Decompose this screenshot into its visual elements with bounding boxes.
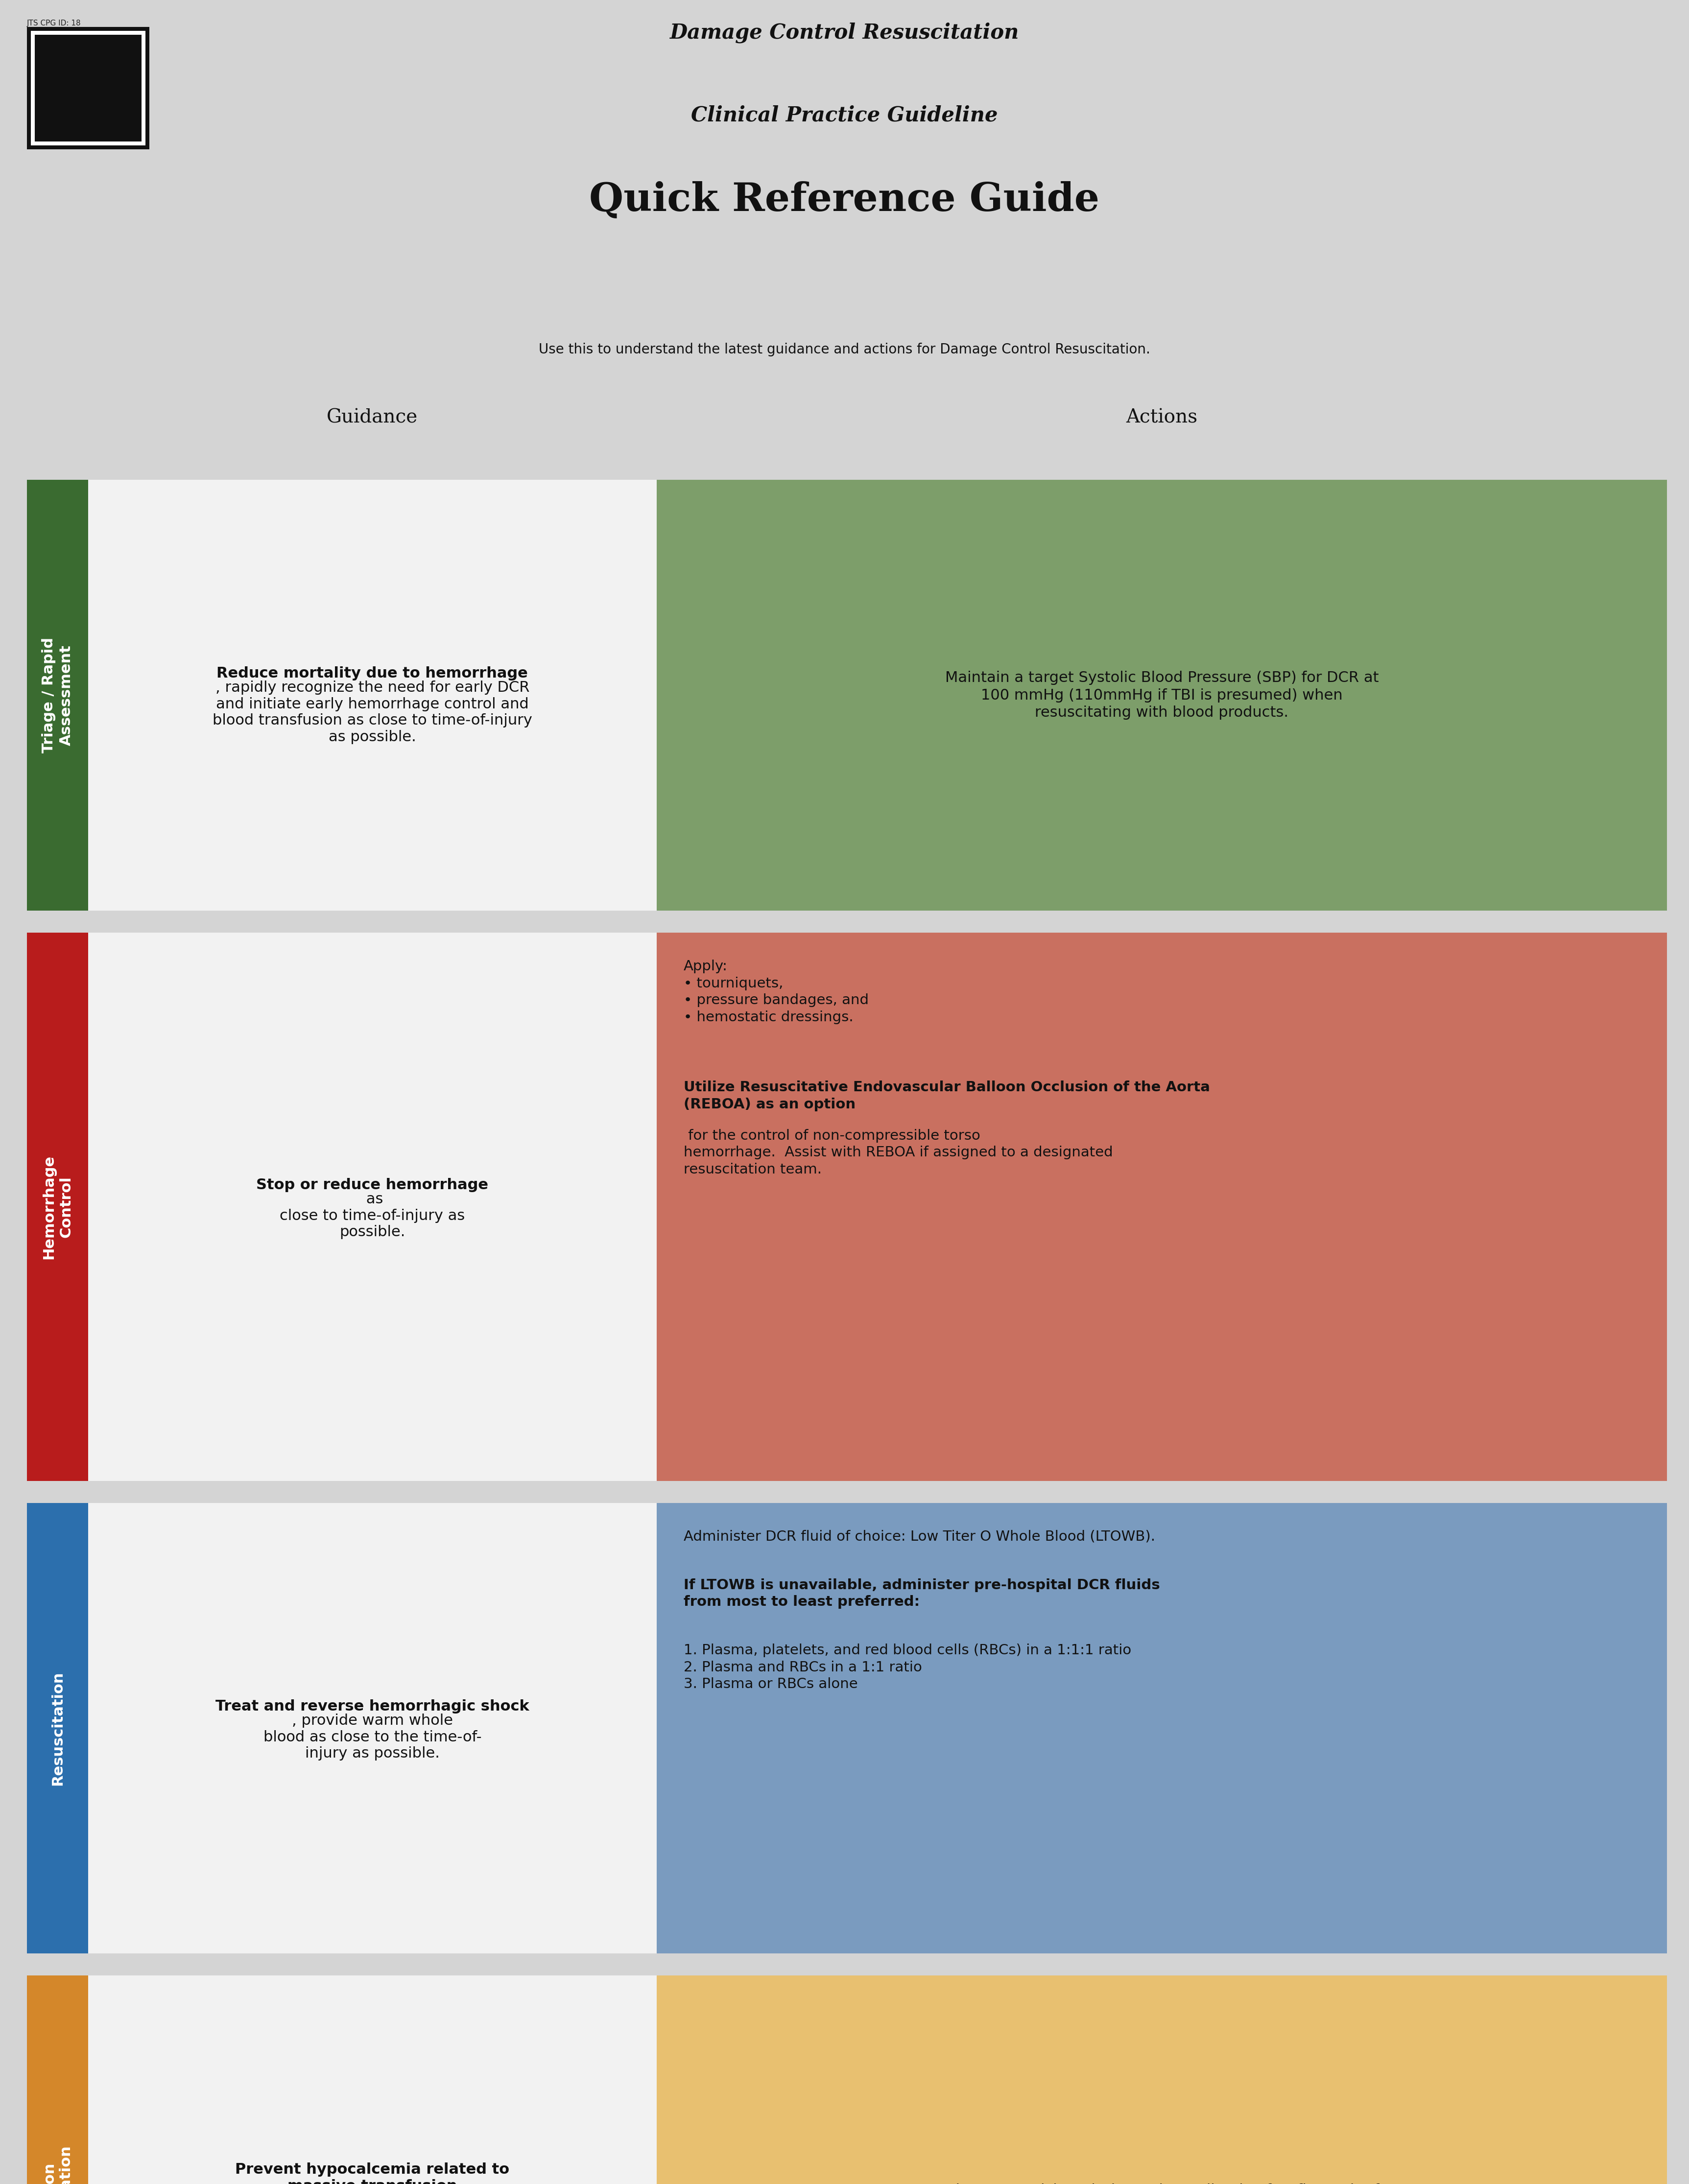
Text: , provide warm whole
blood as close to the time-of-
injury as possible.: , provide warm whole blood as close to t…	[263, 1714, 481, 1760]
Bar	[35, 35, 142, 142]
Text: , rapidly recognize the need for early DCR
and initiate early hemorrhage control: , rapidly recognize the need for early D…	[213, 681, 532, 745]
Text: Maintain a target Systolic Blood Pressure (SBP) for DCR at
100 mmHg (110mmHg if : Maintain a target Systolic Blood Pressur…	[944, 670, 1378, 721]
Bar	[27, 1977, 1667, 2184]
Text: Quick Reference Guide: Quick Reference Guide	[589, 181, 1100, 218]
Bar	[88, 1977, 657, 2184]
Bar	[657, 1503, 1667, 1952]
Bar	[657, 1977, 1667, 2184]
Text: Resuscitation: Resuscitation	[51, 1671, 64, 1784]
Text: 1. Plasma, platelets, and red blood cells (RBCs) in a 1:1:1 ratio
2. Plasma and : 1. Plasma, platelets, and red blood cell…	[684, 1627, 1132, 1690]
Bar	[27, 480, 88, 911]
Text: Actions: Actions	[1127, 408, 1198, 426]
Bar	[27, 1977, 88, 2184]
Text: Utilize Resuscitative Endovascular Balloon Occlusion of the Aorta
(REBOA) as an : Utilize Resuscitative Endovascular Ballo…	[684, 1081, 1209, 1112]
Text: Hemorrhage
Control: Hemorrhage Control	[42, 1155, 73, 1258]
Bar	[27, 26, 149, 149]
Text: Use this to understand the latest guidance and actions for Damage Control Resusc: Use this to understand the latest guidan…	[539, 343, 1150, 356]
Bar	[657, 933, 1667, 1481]
Text: Reduce mortality due to hemorrhage: Reduce mortality due to hemorrhage	[216, 666, 529, 681]
Bar	[27, 480, 1667, 911]
Text: Apply:
• tourniquets,
• pressure bandages, and
• hemostatic dressings.: Apply: • tourniquets, • pressure bandage…	[684, 959, 868, 1057]
Bar	[27, 1503, 88, 1952]
Bar	[88, 480, 657, 911]
Text: Prevent hypocalcemia related to
massive transfusion: Prevent hypocalcemia related to massive …	[235, 2162, 510, 2184]
Bar	[27, 933, 88, 1481]
Text: as
close to time-of-injury as
possible.: as close to time-of-injury as possible.	[280, 1192, 464, 1238]
Text: Medication
Administration: Medication Administration	[42, 2145, 73, 2184]
Text: Damage Control Resuscitation: Damage Control Resuscitation	[671, 22, 1018, 44]
Text: JTS CPG ID: 18: JTS CPG ID: 18	[27, 20, 81, 26]
Bar	[88, 1503, 657, 1952]
Text: Triage / Rapid
Assessment: Triage / Rapid Assessment	[42, 638, 73, 753]
Bar	[27, 933, 1667, 1481]
Text: Stop or reduce hemorrhage: Stop or reduce hemorrhage	[257, 1177, 488, 1192]
Bar	[30, 31, 145, 146]
Text: Treat and reverse hemorrhagic shock: Treat and reverse hemorrhagic shock	[216, 1699, 529, 1714]
Text: Clinical Practice Guideline: Clinical Practice Guideline	[691, 105, 998, 127]
Bar	[657, 480, 1667, 911]
Text: Administer DCR fluid of choice: Low Titer O Whole Blood (LTOWB).: Administer DCR fluid of choice: Low Tite…	[684, 1531, 1155, 1577]
Text: Guidance: Guidance	[326, 408, 417, 426]
Bar	[88, 933, 657, 1481]
Text: for the control of non-compressible torso
hemorrhage.  Assist with REBOA if assi: for the control of non-compressible tors…	[684, 1129, 1113, 1177]
Bar	[27, 1503, 1667, 1952]
Text: If LTOWB is unavailable, administer pre-hospital DCR fluids
from most to least p: If LTOWB is unavailable, administer pre-…	[684, 1579, 1160, 1610]
